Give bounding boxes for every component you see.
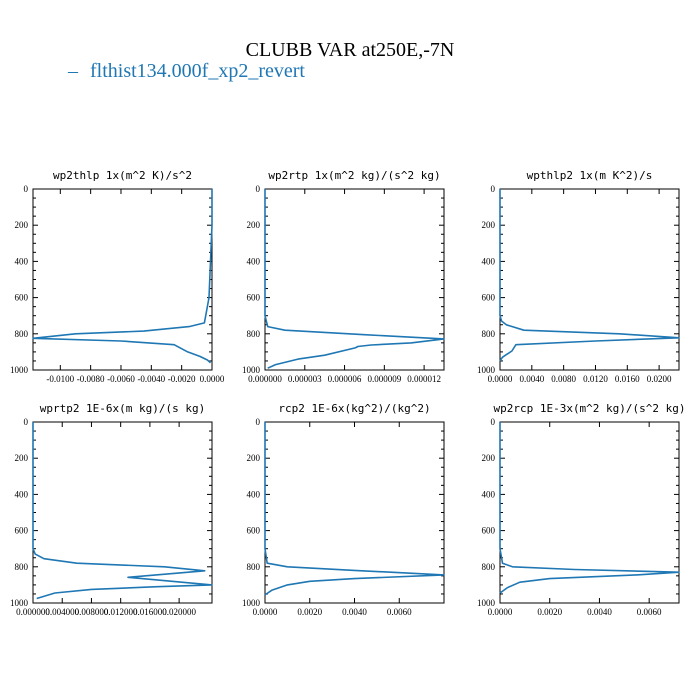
panel-title: wp2rtp 1x(m^2 kg)/(s^2 kg) — [268, 169, 440, 182]
y-tick-label: 0 — [256, 417, 261, 427]
y-tick-label: 1000 — [242, 598, 261, 608]
x-tick-label: 0.000006 — [328, 374, 362, 384]
legend: – flthist134.000f_xp2_revert — [67, 60, 305, 82]
x-tick-label: 0.008000 — [75, 607, 109, 617]
y-tick-label: 200 — [482, 453, 496, 463]
y-tick-label: 600 — [482, 526, 496, 536]
figure-title: CLUBB VAR at250E,-7N — [246, 39, 455, 61]
plot-frame — [499, 188, 680, 371]
y-tick-label: 200 — [247, 453, 261, 463]
y-tick-label: 0 — [24, 184, 29, 194]
y-tick-label: 600 — [15, 526, 29, 536]
y-tick-label: 1000 — [477, 365, 496, 375]
x-tick-label: 0.016000 — [133, 607, 167, 617]
panels: wp2thlp 1x(m^2 K)/s^2 0 200 400 600 800 1000 -0… — [10, 169, 686, 617]
x-tick-label: 0.0020 — [537, 607, 562, 617]
x-tick-label: 0.0160 — [615, 374, 640, 384]
x-tick-label: -0.0100 — [46, 374, 74, 384]
series-line — [499, 189, 680, 362]
x-tick-label: -0.0060 — [107, 374, 135, 384]
series-line — [32, 422, 213, 600]
y-tick-label: 400 — [15, 489, 29, 499]
y-tick-label: 1000 — [477, 598, 496, 608]
panel-5: rcp2 1E-6x(kg^2)/(kg^2) 0 200 400 600 800 1000… — [242, 402, 445, 617]
x-tick-label: -0.0020 — [168, 374, 196, 384]
x-tick-label: 0.000000 — [248, 374, 282, 384]
x-tick-label: 0.0040 — [519, 374, 544, 384]
plot-frame — [32, 421, 213, 604]
y-tick-label: 800 — [247, 329, 261, 339]
y-tick-label: 200 — [15, 220, 29, 230]
x-tick-label: 0.0000 — [488, 607, 513, 617]
y-tick-label: 400 — [247, 489, 261, 499]
y-tick-label: 0 — [491, 184, 496, 194]
x-tick-label: -0.0080 — [77, 374, 105, 384]
x-tick-label: 0.0120 — [583, 374, 608, 384]
series-line — [32, 189, 213, 364]
plot-frame — [32, 188, 213, 371]
plot-frame — [499, 421, 680, 604]
y-tick-label: 0 — [24, 417, 29, 427]
x-tick-label: 0.0060 — [387, 607, 412, 617]
y-tick-label: 600 — [247, 526, 261, 536]
x-tick-label: 0.0000 — [488, 374, 513, 384]
y-tick-label: 400 — [15, 256, 29, 266]
x-tick-label: -0.0040 — [137, 374, 165, 384]
y-tick-label: 800 — [15, 329, 29, 339]
x-tick-label: 0.004000 — [45, 607, 79, 617]
panel-6: wp2rcp 1E-3x(m^2 kg)/(s^2 kg) 0 200 400 600 8… — [477, 402, 686, 617]
x-tick-label: 0.0080 — [551, 374, 576, 384]
y-tick-label: 800 — [15, 562, 29, 572]
series-line — [264, 189, 445, 369]
y-tick-label: 1000 — [242, 365, 261, 375]
panel-title: wpthlp2 1x(m K^2)/s — [527, 169, 653, 182]
y-tick-label: 800 — [482, 562, 496, 572]
series-line — [499, 422, 680, 594]
y-tick-label: 0 — [491, 417, 496, 427]
x-tick-label: 0.020000 — [162, 607, 196, 617]
y-tick-label: 400 — [482, 489, 496, 499]
x-tick-label: 0.000009 — [367, 374, 401, 384]
y-tick-label: 800 — [247, 562, 261, 572]
panel-title: rcp2 1E-6x(kg^2)/(kg^2) — [278, 402, 430, 415]
x-tick-label: 0.0040 — [342, 607, 367, 617]
legend-label: flthist134.000f_xp2_revert — [90, 60, 305, 82]
x-tick-label: 0.000003 — [288, 374, 322, 384]
x-tick-label: 0.000000 — [16, 607, 50, 617]
panel-2: wp2rtp 1x(m^2 kg)/(s^2 kg) 0 200 400 600 800 1… — [242, 169, 445, 384]
panel-title: wprtp2 1E-6x(m kg)/(s kg) — [40, 402, 206, 415]
y-tick-label: 1000 — [10, 365, 29, 375]
panel-title: wp2rcp 1E-3x(m^2 kg)/(s^2 kg) — [493, 402, 685, 415]
x-tick-label: 0.0200 — [647, 374, 672, 384]
x-tick-label: 0.0060 — [637, 607, 662, 617]
y-tick-label: 800 — [482, 329, 496, 339]
y-tick-label: 400 — [482, 256, 496, 266]
series-line — [264, 422, 445, 596]
y-tick-label: 1000 — [10, 598, 29, 608]
x-tick-label: 0.012000 — [104, 607, 138, 617]
y-tick-label: 200 — [247, 220, 261, 230]
y-tick-label: 400 — [247, 256, 261, 266]
y-tick-label: 600 — [482, 293, 496, 303]
panel-3: wpthlp2 1x(m K^2)/s020040060080010000.00… — [477, 169, 680, 384]
y-tick-label: 200 — [482, 220, 496, 230]
y-tick-label: 0 — [256, 184, 261, 194]
y-tick-label: 600 — [15, 293, 29, 303]
panel-4: wprtp2 1E-6x(m kg)/(s kg) 0 200 400 600 800 10… — [10, 402, 213, 617]
y-tick-label: 200 — [15, 453, 29, 463]
x-tick-label: 0.0000 — [200, 374, 225, 384]
y-tick-label: 600 — [247, 293, 261, 303]
x-tick-label: 0.0000 — [253, 607, 278, 617]
legend-dash: – — [67, 60, 79, 82]
panel-title: wp2thlp 1x(m^2 K)/s^2 — [53, 169, 192, 182]
panel-1: wp2thlp 1x(m^2 K)/s^2 0 200 400 600 800 1000 -0… — [10, 169, 225, 384]
x-tick-label: 0.0040 — [587, 607, 612, 617]
x-tick-label: 0.0020 — [297, 607, 322, 617]
x-tick-label: 0.000012 — [407, 374, 441, 384]
